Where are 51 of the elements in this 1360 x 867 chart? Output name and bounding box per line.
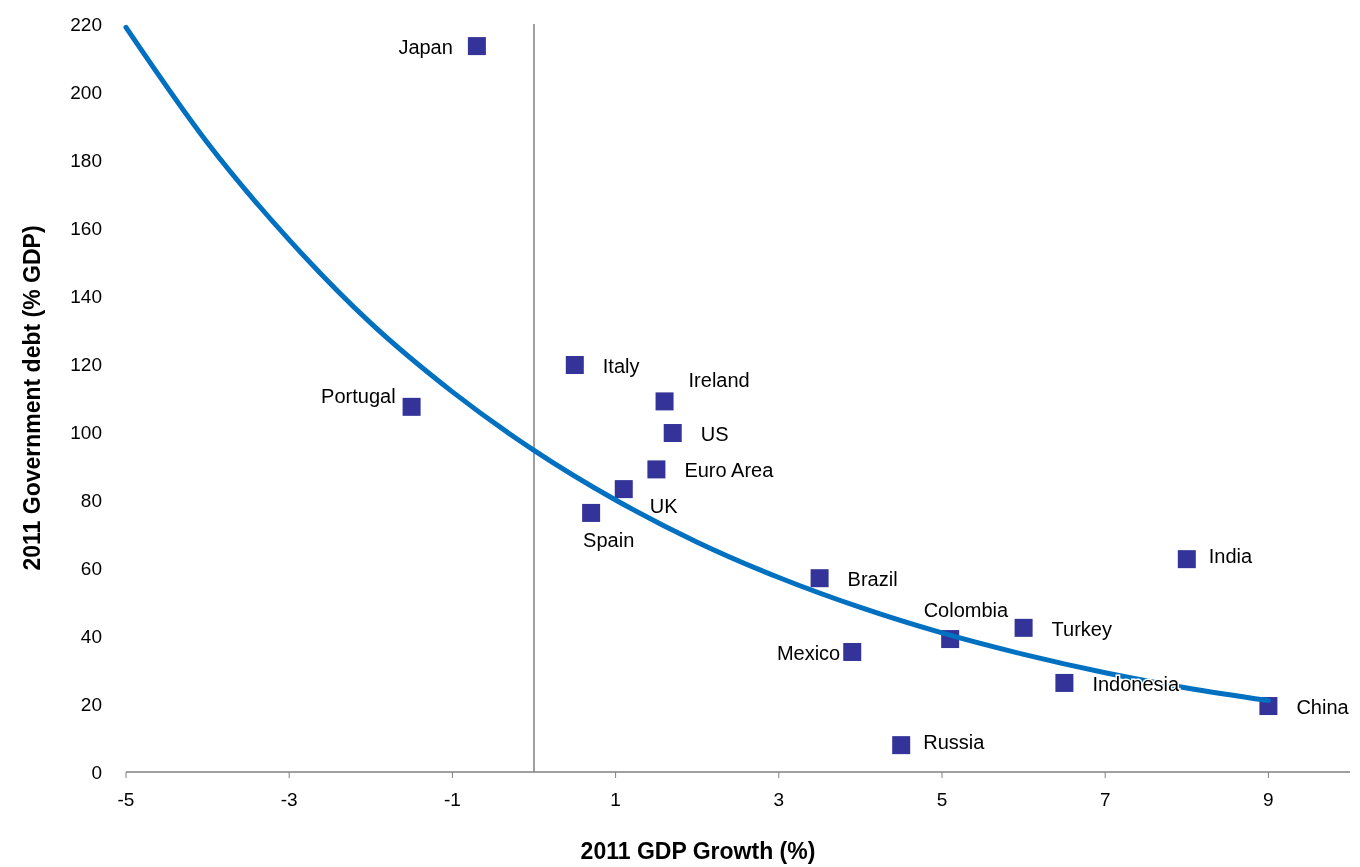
point: [655, 392, 674, 411]
annotation: China: [1296, 696, 1350, 719]
annotation: Japan: [398, 36, 453, 59]
y-tick-label: 180: [70, 150, 102, 171]
annotation: UK: [649, 495, 679, 518]
x-tick-label: 3: [773, 789, 785, 810]
annotation: Brazil: [847, 568, 898, 591]
point: [810, 569, 829, 588]
annotation: Portugal: [321, 384, 396, 407]
annotation: Italy: [602, 355, 640, 378]
x-tick-label: 1: [610, 789, 621, 810]
y-tick-label: 160: [70, 218, 102, 239]
annotation: Turkey: [1051, 617, 1112, 640]
x-tick-label: -3: [280, 789, 298, 810]
y-tick-label: 40: [80, 626, 102, 647]
y-tick-label: 200: [70, 82, 102, 103]
annotation: Mexico: [776, 641, 841, 664]
point: [892, 736, 911, 755]
y-tick-label: 140: [70, 286, 102, 307]
x-tick-label: -1: [443, 789, 461, 810]
y-tick-label: 0: [91, 762, 102, 783]
y-axis-title: 2011 Government debt (% GDP): [19, 225, 45, 571]
y-tick-label: 120: [70, 354, 102, 375]
point: [647, 460, 666, 479]
point: [565, 356, 584, 375]
annotation: Spain: [583, 528, 635, 551]
x-axis-title: 2011 GDP Growth (%): [580, 838, 816, 864]
point: [1177, 550, 1196, 569]
x-tick-label: 9: [1263, 789, 1274, 810]
point: [402, 397, 421, 416]
point: [1055, 673, 1074, 692]
y-tick-label: 60: [80, 558, 102, 579]
x-tick-label: -5: [117, 789, 135, 810]
annotation: India: [1208, 545, 1254, 568]
y-tick-label: 80: [80, 490, 102, 511]
y-tick-label: 220: [70, 14, 102, 35]
point: [582, 503, 601, 522]
point: [663, 424, 682, 443]
y-tick-label: 100: [70, 422, 102, 443]
x-tick-label: 5: [936, 789, 948, 810]
annotation: Russia: [923, 731, 986, 754]
point: [1014, 618, 1033, 637]
point: [843, 642, 862, 661]
x-tick-label: 7: [1099, 789, 1111, 810]
annotation: US: [700, 423, 729, 446]
point: [467, 37, 486, 56]
y-tick-label: 20: [80, 694, 102, 715]
annotation: Ireland: [688, 369, 750, 392]
annotation: Euro Area: [684, 459, 775, 482]
annotation: Colombia: [923, 599, 1010, 622]
point: [614, 480, 633, 499]
